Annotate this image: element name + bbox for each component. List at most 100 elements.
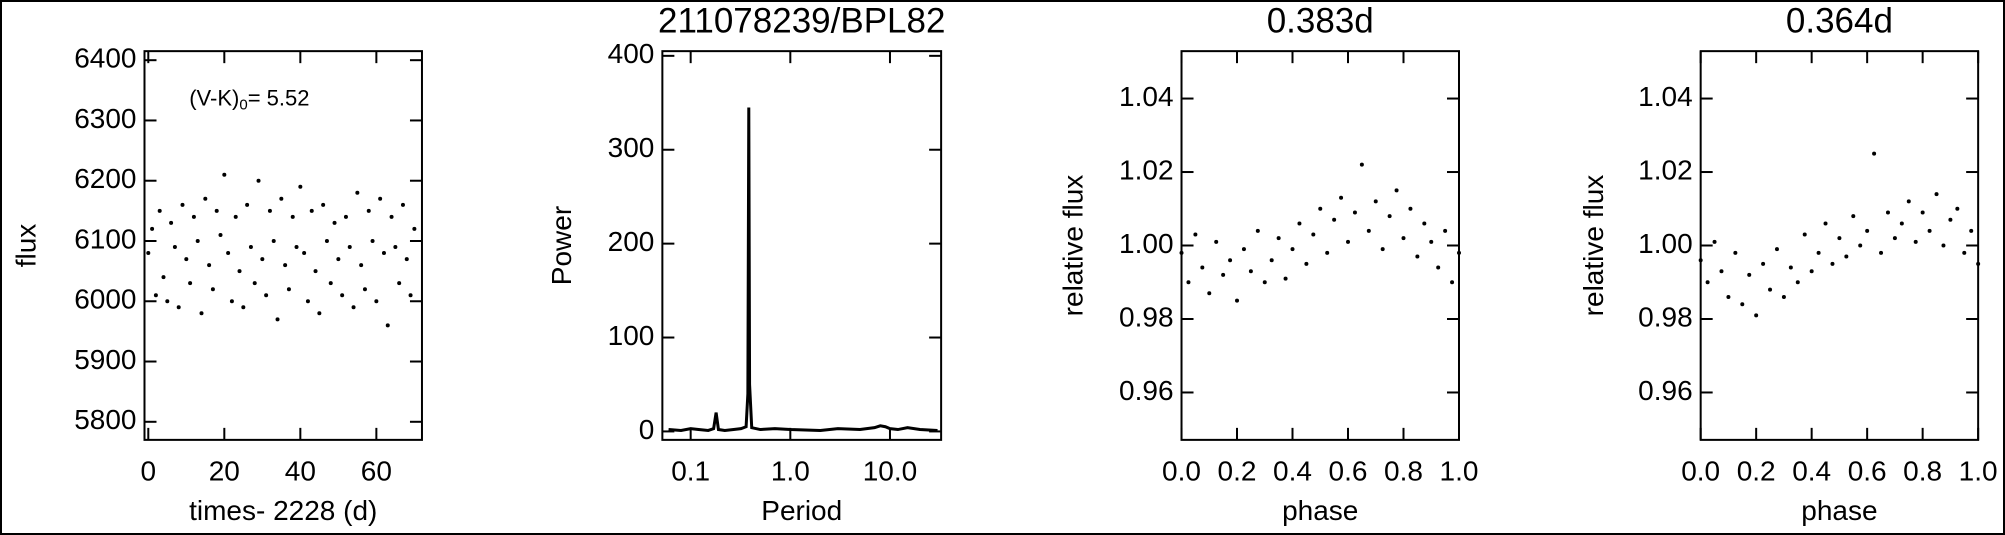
data-point: [1339, 195, 1344, 200]
data-point: [374, 299, 379, 304]
data-point: [1255, 228, 1260, 233]
data-point: [229, 299, 234, 304]
y-tick-label: 0: [639, 414, 655, 445]
data-point: [241, 305, 246, 310]
data-point: [1698, 258, 1703, 263]
data-point: [169, 220, 174, 225]
data-point: [1872, 151, 1877, 156]
data-point: [1906, 199, 1911, 204]
data-point: [340, 293, 345, 298]
data-point: [222, 172, 227, 177]
data-point: [1768, 287, 1773, 292]
x-tick-label: 0.8: [1903, 456, 1942, 487]
x-tick-label: 0.2: [1218, 456, 1257, 487]
data-point: [1733, 250, 1738, 255]
data-point: [1719, 269, 1724, 274]
data-point: [233, 214, 238, 219]
data-point: [1214, 239, 1219, 244]
y-tick-label: 1.00: [1119, 228, 1174, 259]
data-point: [279, 196, 284, 201]
data-point: [1948, 217, 1953, 222]
x-tick-label: 60: [361, 456, 392, 487]
x-axis-label: Period: [761, 495, 842, 526]
data-point: [359, 263, 364, 268]
data-point: [191, 214, 196, 219]
data-point: [1179, 250, 1184, 255]
annotation-rest: = 5.52: [248, 86, 310, 111]
y-tick-label: 1.04: [1638, 81, 1693, 112]
data-point: [248, 245, 253, 250]
data-point: [1304, 261, 1309, 266]
data-point: [176, 305, 181, 310]
data-point: [393, 245, 398, 250]
data-point: [1705, 280, 1710, 285]
data-point: [210, 287, 215, 292]
data-point: [343, 214, 348, 219]
x-axis-label: phase: [1801, 495, 1877, 526]
data-point: [1802, 232, 1807, 237]
data-point: [294, 245, 299, 250]
data-point: [172, 245, 177, 250]
x-tick-label: 0.4: [1273, 456, 1312, 487]
data-point: [1913, 239, 1918, 244]
data-point: [1235, 298, 1240, 303]
data-point: [1851, 214, 1856, 219]
plot-frame: [143, 50, 423, 441]
data-point: [1297, 221, 1302, 226]
data-point: [1408, 206, 1413, 211]
data-point: [1276, 236, 1281, 241]
data-point: [260, 257, 265, 262]
x-tick-label: 1.0: [1440, 456, 1479, 487]
x-axis-label: times- 2228 (d): [189, 495, 377, 526]
data-point: [237, 269, 242, 274]
data-point: [252, 281, 257, 286]
data-point: [1415, 254, 1420, 259]
data-point: [1962, 250, 1967, 255]
data-point: [214, 208, 219, 213]
data-point: [1401, 236, 1406, 241]
data-point: [267, 208, 272, 213]
panel-title: 0.383d: [1267, 1, 1374, 40]
data-point: [351, 305, 356, 310]
data-point: [1248, 269, 1253, 274]
data-point: [408, 293, 413, 298]
data-point: [1788, 265, 1793, 270]
data-point: [283, 263, 288, 268]
data-point: [1366, 228, 1371, 233]
y-tick-label: 6400: [74, 43, 136, 74]
data-point: [184, 257, 189, 262]
y-axis-label: Power: [546, 206, 577, 285]
data-point: [1456, 250, 1461, 255]
data-point: [336, 257, 341, 262]
data-point: [1221, 272, 1226, 277]
y-tick-label: 5800: [74, 404, 136, 435]
data-point: [256, 178, 261, 183]
panel: times- 2228 (d) flux 0 20 40 60 5800 5900 6000 61…: [10, 43, 423, 526]
data-point: [1290, 247, 1295, 252]
data-point: [400, 202, 405, 207]
data-point: [324, 238, 329, 243]
data-point: [1380, 247, 1385, 252]
data-point: [1283, 276, 1288, 281]
data-point: [309, 208, 314, 213]
data-point: [1885, 210, 1890, 215]
data-point: [203, 196, 208, 201]
data-point: [1429, 239, 1434, 244]
data-point: [1359, 162, 1364, 167]
data-point: [1823, 221, 1828, 226]
data-point: [1207, 291, 1212, 296]
y-tick-label: 0.96: [1638, 375, 1693, 406]
x-axis-label: phase: [1282, 495, 1358, 526]
data-point: [355, 190, 360, 195]
x-tick-label: 0.1: [671, 456, 710, 487]
y-tick-label: 200: [608, 226, 655, 257]
data-point: [195, 238, 200, 243]
x-tick-label: 0.2: [1737, 456, 1776, 487]
data-point: [188, 281, 193, 286]
data-point: [1754, 313, 1759, 318]
periodogram-line: [668, 107, 938, 433]
data-point: [1262, 280, 1267, 285]
annotation-subscript: 0: [239, 97, 247, 114]
y-tick-label: 6000: [74, 284, 136, 315]
